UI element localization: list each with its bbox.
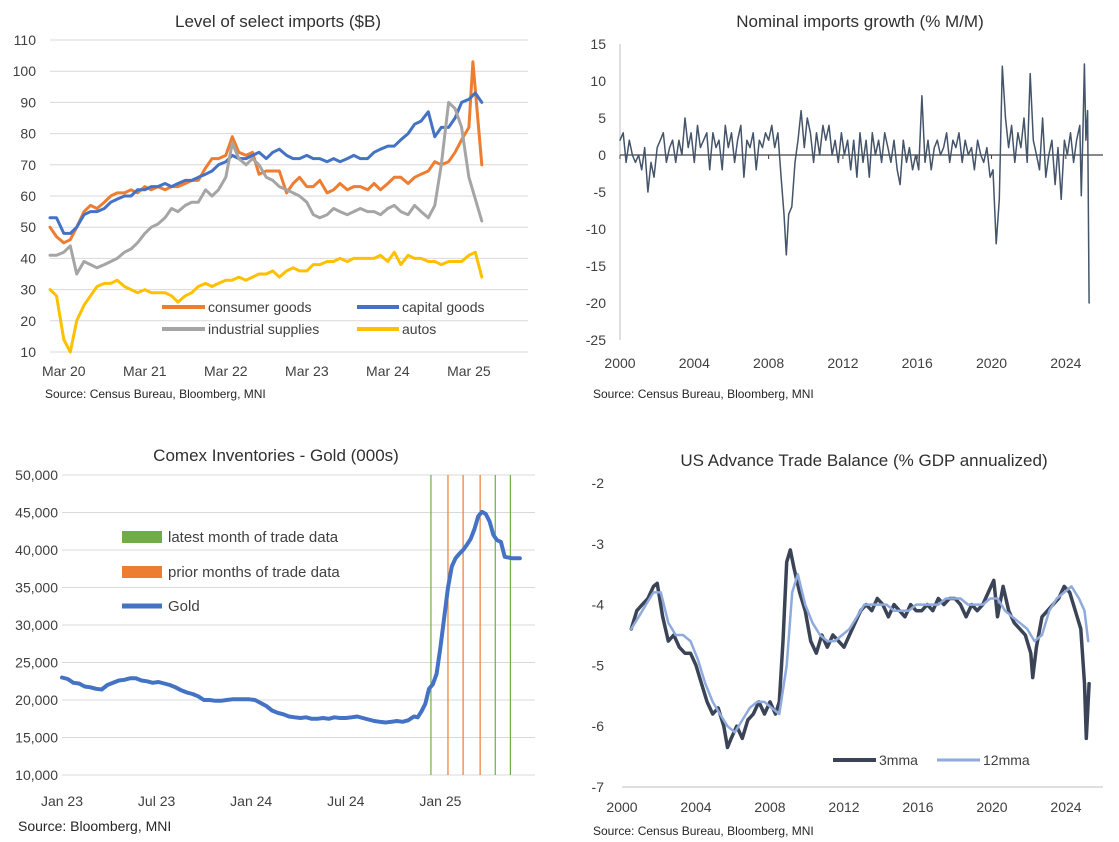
y-tick-label: -10 [586,221,606,237]
y-tick-label: 5 [598,110,606,126]
y-tick-label: 25,000 [15,655,58,671]
y-tick-label: 50 [20,219,36,235]
x-tick-label: 2020 [976,799,1007,815]
y-tick-label: 15 [590,36,606,52]
series-line-consumer-goods [48,60,484,245]
x-tick-label: Mar 22 [204,363,248,379]
x-tick-label: Mar 25 [447,363,491,379]
source-note: Source: Bloomberg, MNI [18,818,171,834]
series-line-industrial-supplies [48,100,484,276]
y-tick-label: 70 [20,157,36,173]
source-note: Source: Census Bureau, Bloomberg, MNI [593,387,814,401]
legend-label-gold: Gold [168,598,200,615]
x-tick-label: Mar 21 [123,363,167,379]
y-tick-label: 100 [13,63,37,79]
x-tick-label: 2004 [679,355,710,371]
y-tick-label: -7 [592,779,605,795]
y-tick-label: -20 [586,295,606,311]
x-tick-label: 2004 [680,799,711,815]
legend-label-industrial-supplies: industrial supplies [208,321,319,337]
y-tick-label: -6 [592,718,605,734]
series-line-nominal-imports-growth [619,63,1090,304]
series-line-gold [60,509,522,725]
legend-label-latest-month: latest month of trade data [168,529,339,546]
chart-comex: Comex Inventories - Gold (000s) 10,000 15… [15,446,535,834]
x-tick-label: 2016 [902,355,933,371]
legend: consumer goods capital goods industrial … [162,299,485,337]
chart-growth: Nominal imports growth (% M/M) -25 -20 -15… [586,12,1103,401]
y-tick-label: 90 [20,94,36,110]
x-tick-label: Jan 24 [230,793,272,809]
x-tick-label: Jan 25 [419,793,461,809]
series-line-capital-goods [48,91,484,235]
x-tick-label: 2000 [604,355,635,371]
y-tick-label: 30 [20,282,36,298]
y-tick-label: -3 [592,536,605,552]
legend-label-3mma: 3mma [879,752,918,768]
x-tick-label: 2012 [828,799,859,815]
x-tick-label: 2024 [1050,355,1081,371]
series-line-3mma [629,548,1091,750]
source-note: Source: Census Bureau, Bloomberg, MNI [45,387,266,401]
y-tick-label: 50,000 [15,467,58,483]
x-tick-label: 2012 [827,355,858,371]
y-tick-label: -2 [592,475,605,491]
y-tick-label: 80 [20,126,36,142]
y-tick-label: 20 [20,313,36,329]
y-tick-label: 45,000 [15,505,58,521]
y-tick-label: -25 [586,332,606,348]
y-tick-label: 35,000 [15,580,58,596]
x-tick-label: Jul 23 [138,793,176,809]
x-tick-label: 2024 [1050,799,1081,815]
y-tick-label: 110 [14,32,37,48]
x-tick-label: Mar 23 [285,363,329,379]
y-tick-label: 10 [20,344,36,360]
x-tick-label: 2008 [753,355,784,371]
x-tick-label: 2020 [976,355,1007,371]
y-tick-label: -4 [592,597,605,613]
x-tick-label: Mar 24 [366,363,410,379]
legend: latest month of trade data prior months … [122,529,340,615]
x-tick-label: Jan 23 [41,793,83,809]
y-tick-label: 30,000 [15,617,58,633]
y-tick-label: 20,000 [15,692,58,708]
legend-swatch-prior-months [122,566,162,578]
legend-label-capital-goods: capital goods [402,299,485,315]
chart-title: Nominal imports growth (% M/M) [736,12,984,31]
chart-title: Level of select imports ($B) [175,12,381,31]
chart-imports: Level of select imports ($B) 10 20 30 40 50 6… [13,12,528,401]
y-tick-label: -5 [594,184,607,200]
legend-label-prior-months: prior months of trade data [168,564,340,581]
legend-label-12mma: 12mma [983,752,1030,768]
x-tick-label: 2016 [902,799,933,815]
legend-swatch-latest-month [122,531,162,543]
y-tick-label: 40,000 [15,542,58,558]
legend-label-consumer-goods: consumer goods [208,299,312,315]
legend-label-autos: autos [402,321,436,337]
series-line-12mma [630,572,1090,734]
y-tick-label: 0 [598,147,606,163]
y-tick-label: -15 [586,258,606,274]
y-tick-label: 60 [20,188,36,204]
chart-title: US Advance Trade Balance (% GDP annualiz… [680,451,1047,470]
legend: 3mma 12mma [833,752,1030,768]
x-tick-label: 2008 [754,799,785,815]
series-line-autos [48,250,484,354]
chart-title: Comex Inventories - Gold (000s) [153,446,399,465]
chart-trade-balance: US Advance Trade Balance (% GDP annualiz… [592,451,1103,838]
source-note: Source: Census Bureau, Bloomberg, MNI [593,824,814,838]
x-tick-label: 2000 [606,799,637,815]
y-tick-label: -5 [592,657,605,673]
y-tick-label: 10 [590,73,606,89]
y-tick-label: 15,000 [15,730,58,746]
x-tick-label: Jul 24 [327,793,365,809]
y-tick-label: 10,000 [15,767,58,783]
y-tick-label: 40 [20,250,36,266]
x-tick-label: Mar 20 [42,363,86,379]
